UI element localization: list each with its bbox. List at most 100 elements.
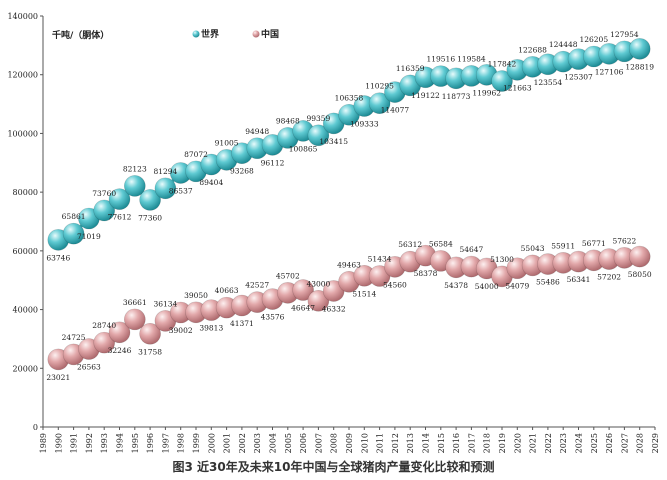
data-label: 23021 xyxy=(46,373,70,382)
data-label: 65861 xyxy=(62,212,86,221)
x-tick-label: 2022 xyxy=(544,433,553,453)
data-label: 58378 xyxy=(414,269,438,278)
data-label: 119122 xyxy=(411,91,440,100)
data-point xyxy=(139,189,161,211)
x-tick-label: 2019 xyxy=(498,433,507,453)
x-tick-label: 2011 xyxy=(376,433,385,453)
legend-marker xyxy=(192,30,200,38)
data-label: 54378 xyxy=(444,281,468,290)
x-tick-label: 2003 xyxy=(253,433,262,453)
data-label: 116359 xyxy=(396,64,425,73)
x-tick-label: 2020 xyxy=(513,433,522,453)
data-label: 103415 xyxy=(319,137,348,146)
axes: 0 20000 40000 60000 80000 100000 120000 140000 1… xyxy=(7,12,660,453)
x-tick-label: 2008 xyxy=(330,433,339,453)
data-label: 56312 xyxy=(398,240,422,249)
x-tick-label: 2001 xyxy=(223,433,232,453)
legend-marker xyxy=(252,30,260,38)
x-tick-label: 2004 xyxy=(269,433,278,453)
data-label: 36134 xyxy=(153,299,177,308)
x-tick-label: 2018 xyxy=(483,433,492,453)
data-label: 24725 xyxy=(62,333,86,342)
x-tick-label: 2009 xyxy=(345,433,354,453)
x-tick-label: 2026 xyxy=(605,433,614,453)
x-tick-label: 1998 xyxy=(177,433,186,453)
y-tick-label: 40000 xyxy=(13,306,38,315)
data-label: 71019 xyxy=(77,232,101,241)
data-label: 39813 xyxy=(199,324,223,333)
y-tick-label: 20000 xyxy=(13,364,38,373)
data-label: 46332 xyxy=(322,304,346,313)
data-label: 127954 xyxy=(610,30,639,39)
figure-caption: 图3 近30年及未来10年中国与全球猪肉产量变化比较和预测 xyxy=(172,460,495,474)
data-label: 46647 xyxy=(291,304,315,313)
data-point xyxy=(139,322,161,345)
data-label: 110295 xyxy=(365,82,394,91)
x-tick-label: 2002 xyxy=(238,433,247,453)
data-label: 56584 xyxy=(429,239,453,248)
x-tick-label: 1996 xyxy=(146,433,155,453)
data-point xyxy=(124,308,146,331)
data-point xyxy=(491,70,513,92)
x-tick-label: 2014 xyxy=(422,433,431,453)
x-tick-label: 1995 xyxy=(131,433,140,453)
data-labels: 63746 65861 71019 73760 77612 82123 77360 81294… xyxy=(46,30,654,382)
data-point xyxy=(154,177,177,200)
data-label: 119962 xyxy=(472,88,501,97)
x-tick-label: 2000 xyxy=(207,433,216,453)
data-label: 119584 xyxy=(457,54,486,63)
data-label: 36661 xyxy=(123,298,147,307)
data-point xyxy=(307,289,330,312)
data-label: 89404 xyxy=(199,178,223,187)
legend-entry: 世界 xyxy=(201,28,219,40)
data-label: 54000 xyxy=(475,282,499,291)
data-label: 73760 xyxy=(92,189,116,198)
x-tick-label: 2010 xyxy=(360,433,369,453)
data-label: 106358 xyxy=(335,93,364,102)
data-label: 45702 xyxy=(276,271,300,280)
data-label: 63746 xyxy=(46,253,70,262)
x-tick-label: 1990 xyxy=(54,433,63,453)
data-label: 81294 xyxy=(153,167,177,176)
data-point xyxy=(124,175,146,197)
data-label: 121663 xyxy=(503,83,532,92)
data-label: 51434 xyxy=(368,255,392,264)
data-point xyxy=(108,188,131,210)
y-tick-label: 120000 xyxy=(7,71,38,80)
x-tick-label: 2013 xyxy=(406,433,415,453)
data-label: 43576 xyxy=(261,313,285,322)
x-tick-label: 2029 xyxy=(651,433,660,453)
y-axis-label: 千吨/（胴体） xyxy=(52,29,109,41)
x-tick-label: 2028 xyxy=(636,433,645,453)
x-tick-label: 2007 xyxy=(314,433,323,453)
x-tick-label: 1992 xyxy=(85,433,94,453)
data-label: 57202 xyxy=(597,273,621,282)
data-label: 55911 xyxy=(551,241,575,250)
x-tick-label: 2021 xyxy=(529,433,538,453)
data-label: 99359 xyxy=(306,114,330,123)
data-point xyxy=(93,199,115,222)
data-label: 124448 xyxy=(549,40,578,49)
x-tick-label: 1989 xyxy=(39,433,48,453)
data-label: 77360 xyxy=(138,213,162,222)
data-label: 51514 xyxy=(352,289,376,298)
data-point xyxy=(93,331,115,354)
series-markers xyxy=(47,38,651,371)
data-label: 96112 xyxy=(261,158,285,167)
y-tick-label: 60000 xyxy=(13,247,38,256)
x-tick-label: 1994 xyxy=(116,433,125,453)
data-point xyxy=(628,38,651,60)
data-point xyxy=(108,321,131,344)
legend-entry: 中国 xyxy=(261,28,279,40)
x-tick-label: 2015 xyxy=(437,433,446,453)
data-label: 127106 xyxy=(595,67,624,76)
data-point xyxy=(628,245,651,268)
x-tick-label: 2023 xyxy=(559,433,568,453)
data-label: 117842 xyxy=(488,60,517,69)
data-label: 54560 xyxy=(383,280,407,289)
data-label: 57622 xyxy=(612,236,636,245)
data-label: 51300 xyxy=(490,255,514,264)
data-label: 93268 xyxy=(230,167,254,176)
data-label: 114077 xyxy=(381,106,410,115)
